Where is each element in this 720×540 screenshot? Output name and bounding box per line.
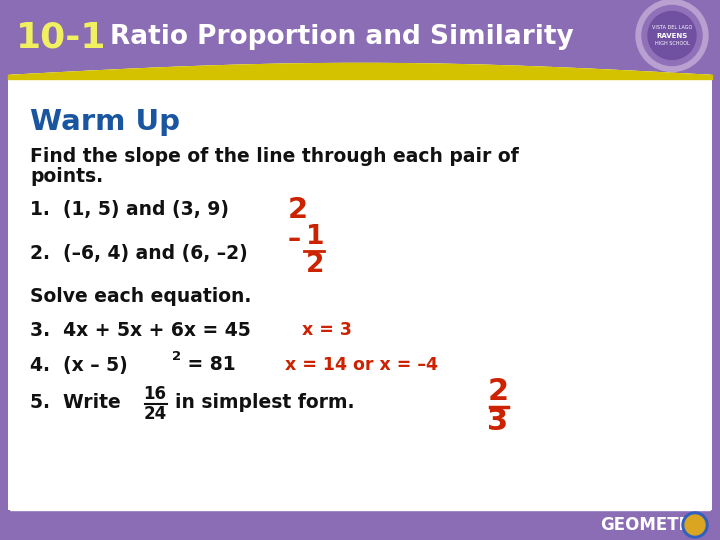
Text: x = 14 or x = –4: x = 14 or x = –4 <box>285 356 438 374</box>
Text: = 81: = 81 <box>181 355 235 375</box>
Text: 2: 2 <box>306 252 325 278</box>
Text: HIGH SCHOOL: HIGH SCHOOL <box>654 41 689 46</box>
Text: 3.  4x + 5x + 6x = 45: 3. 4x + 5x + 6x = 45 <box>30 321 251 340</box>
Text: 24: 24 <box>143 405 166 423</box>
Text: points.: points. <box>30 167 103 186</box>
Text: in simplest form.: in simplest form. <box>175 393 354 411</box>
Text: 2.  (–6, 4) and (6, –2): 2. (–6, 4) and (6, –2) <box>30 244 248 262</box>
Text: x = 3: x = 3 <box>302 321 352 339</box>
Text: 5.  Write: 5. Write <box>30 393 121 411</box>
FancyBboxPatch shape <box>0 0 720 75</box>
Text: Solve each equation.: Solve each equation. <box>30 287 251 306</box>
Text: Warm Up: Warm Up <box>30 108 180 136</box>
Text: 16: 16 <box>143 385 166 403</box>
Text: RAVENS: RAVENS <box>657 32 688 38</box>
FancyBboxPatch shape <box>8 75 712 510</box>
Text: GEOMETRY: GEOMETRY <box>600 516 703 534</box>
Text: 1.  (1, 5) and (3, 9): 1. (1, 5) and (3, 9) <box>30 200 229 219</box>
Text: 4.  (x – 5): 4. (x – 5) <box>30 355 127 375</box>
Circle shape <box>636 0 708 71</box>
Text: 3: 3 <box>487 408 508 436</box>
Text: 1: 1 <box>306 224 325 250</box>
Text: 2: 2 <box>288 196 308 224</box>
Text: 2: 2 <box>172 350 181 363</box>
Text: 2: 2 <box>487 377 508 407</box>
Text: VISTA DEL LAGO: VISTA DEL LAGO <box>652 25 692 30</box>
Circle shape <box>685 515 705 535</box>
FancyBboxPatch shape <box>0 510 720 540</box>
Circle shape <box>648 11 696 59</box>
Circle shape <box>682 512 708 538</box>
Text: –: – <box>288 227 301 253</box>
Text: Ratio Proportion and Similarity: Ratio Proportion and Similarity <box>110 24 574 51</box>
Circle shape <box>642 5 702 65</box>
Text: Find the slope of the line through each pair of: Find the slope of the line through each … <box>30 147 518 166</box>
Text: 10-1: 10-1 <box>16 21 107 55</box>
